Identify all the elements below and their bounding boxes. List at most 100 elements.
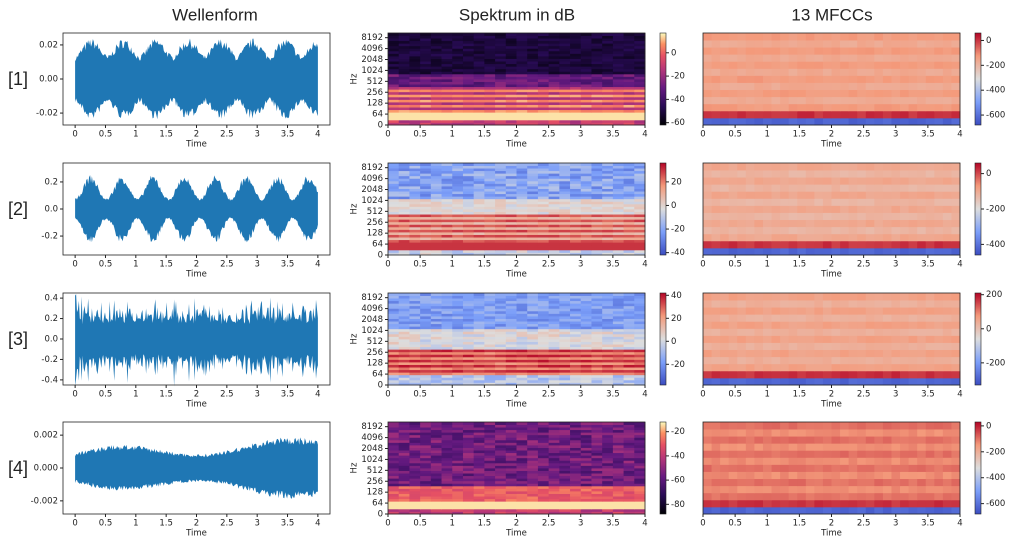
spectrogram-cell (527, 76, 539, 80)
spectrogram-cell (495, 478, 507, 482)
spectrogram-cell (559, 356, 571, 360)
spectrogram-cell (602, 206, 614, 210)
spectrogram-cell (591, 119, 603, 123)
spectrogram-cell (441, 455, 453, 459)
spectrogram-cell (398, 434, 410, 438)
spectrogram-cell (559, 203, 571, 207)
spectrogram-cell (537, 429, 550, 433)
mfcc-cell (891, 356, 901, 365)
mfcc-cell (771, 33, 781, 41)
spectrogram-cell (602, 503, 614, 507)
mfcc-cell (797, 61, 807, 69)
spectrogram-cell (452, 183, 464, 187)
mfcc-cell (737, 96, 747, 105)
spectrogram-cell (527, 198, 539, 202)
spectrogram-cell (505, 219, 517, 223)
spectrogram-cell (623, 310, 635, 314)
mfcc-cell (951, 75, 961, 83)
spectrogram-cell (420, 48, 432, 52)
spectrogram-cell (623, 367, 635, 371)
spectrogram-cell (623, 201, 635, 205)
spectrogram-cell (537, 112, 550, 116)
spectrogram-cell (409, 305, 421, 309)
spectrogram-cell (527, 496, 539, 500)
spectrogram-cell (484, 237, 496, 241)
spectrogram-cell (452, 422, 464, 425)
spectrogram-cell (409, 478, 421, 482)
spectrogram-cell (420, 452, 432, 456)
mfcc-cell (745, 103, 755, 112)
spectrogram-cell (452, 303, 464, 307)
mfcc-cell (917, 96, 927, 105)
spectrogram-cell (473, 465, 485, 469)
spectrogram-cell (537, 76, 550, 80)
spectrogram-cell (398, 382, 410, 386)
spectrogram-cell (409, 38, 421, 42)
mfcc-cell (917, 68, 927, 76)
spectrogram-cell (484, 491, 496, 494)
spectrogram-cell (462, 175, 475, 179)
spectrogram-cell (388, 465, 400, 469)
spectrogram-cell (452, 310, 464, 314)
spectrogram-cell (516, 191, 528, 195)
spectrogram-cell (495, 485, 507, 489)
mfcc-cell (840, 335, 850, 343)
mfcc-cell (917, 356, 927, 365)
mfcc-cell (805, 54, 815, 62)
spectrogram-cell (580, 310, 592, 314)
spectrogram-cell (495, 79, 507, 82)
spectrogram-cell (441, 175, 453, 179)
spectrogram-cell (495, 339, 507, 342)
y-tick-label: 0.2 (44, 314, 58, 324)
mfcc-cell (882, 117, 892, 126)
spectrogram-cell (409, 104, 421, 108)
spectrogram-cell (495, 68, 507, 72)
spectrogram-cell (495, 224, 507, 228)
spectrogram-cell (452, 293, 464, 296)
spectrogram-cell (462, 102, 475, 105)
spectrogram-cell (441, 170, 453, 174)
spectrogram-cell (388, 439, 400, 443)
mfcc-cell (882, 321, 892, 329)
spectrogram-cell (398, 66, 410, 70)
mfcc-cell (788, 33, 798, 41)
spectrogram-cell (527, 168, 539, 172)
spectrogram-cell (495, 351, 507, 355)
spectrogram-cell (462, 445, 475, 448)
mfcc-cell (840, 219, 850, 228)
x-tick-label: 4 (642, 390, 647, 400)
spectrogram-cell (495, 252, 507, 256)
spectrogram-cell (462, 321, 475, 325)
spectrogram-cell (559, 168, 571, 172)
spectrogram-cell (473, 341, 485, 345)
spectrogram-cell (591, 43, 603, 47)
mfcc-cell (840, 75, 850, 83)
spectrogram-cell (505, 249, 517, 253)
spectrogram-cell (441, 43, 453, 47)
mfcc-cell (857, 307, 867, 315)
spectrogram-cell (537, 470, 550, 474)
mfcc-cell (900, 321, 909, 329)
spectrogram-cell (430, 447, 442, 451)
mfcc-cell (703, 177, 712, 185)
mfcc-cell (754, 335, 764, 343)
spectrogram-cell (570, 359, 582, 363)
mfcc-cell (831, 110, 841, 119)
x-tick-label: 1 (450, 390, 455, 400)
spectrogram-cell (388, 109, 400, 113)
spectrogram-cell (634, 168, 646, 172)
spectrogram-cell (473, 457, 485, 461)
mfcc-cell (762, 96, 772, 105)
spectrogram-cell (388, 73, 400, 77)
spectrogram-cell (452, 221, 464, 225)
spectrogram-cell (537, 198, 550, 202)
spectrogram-cell (462, 252, 475, 256)
spectrogram-cell (516, 341, 528, 345)
spectrogram-cell (398, 437, 410, 441)
spectrogram-cell (559, 341, 571, 345)
spectrogram-cell (505, 511, 517, 515)
mfcc-cell (754, 75, 764, 83)
spectrogram-cell (559, 382, 571, 386)
mfcc-cell (771, 307, 781, 315)
spectrogram-cell (602, 249, 614, 253)
